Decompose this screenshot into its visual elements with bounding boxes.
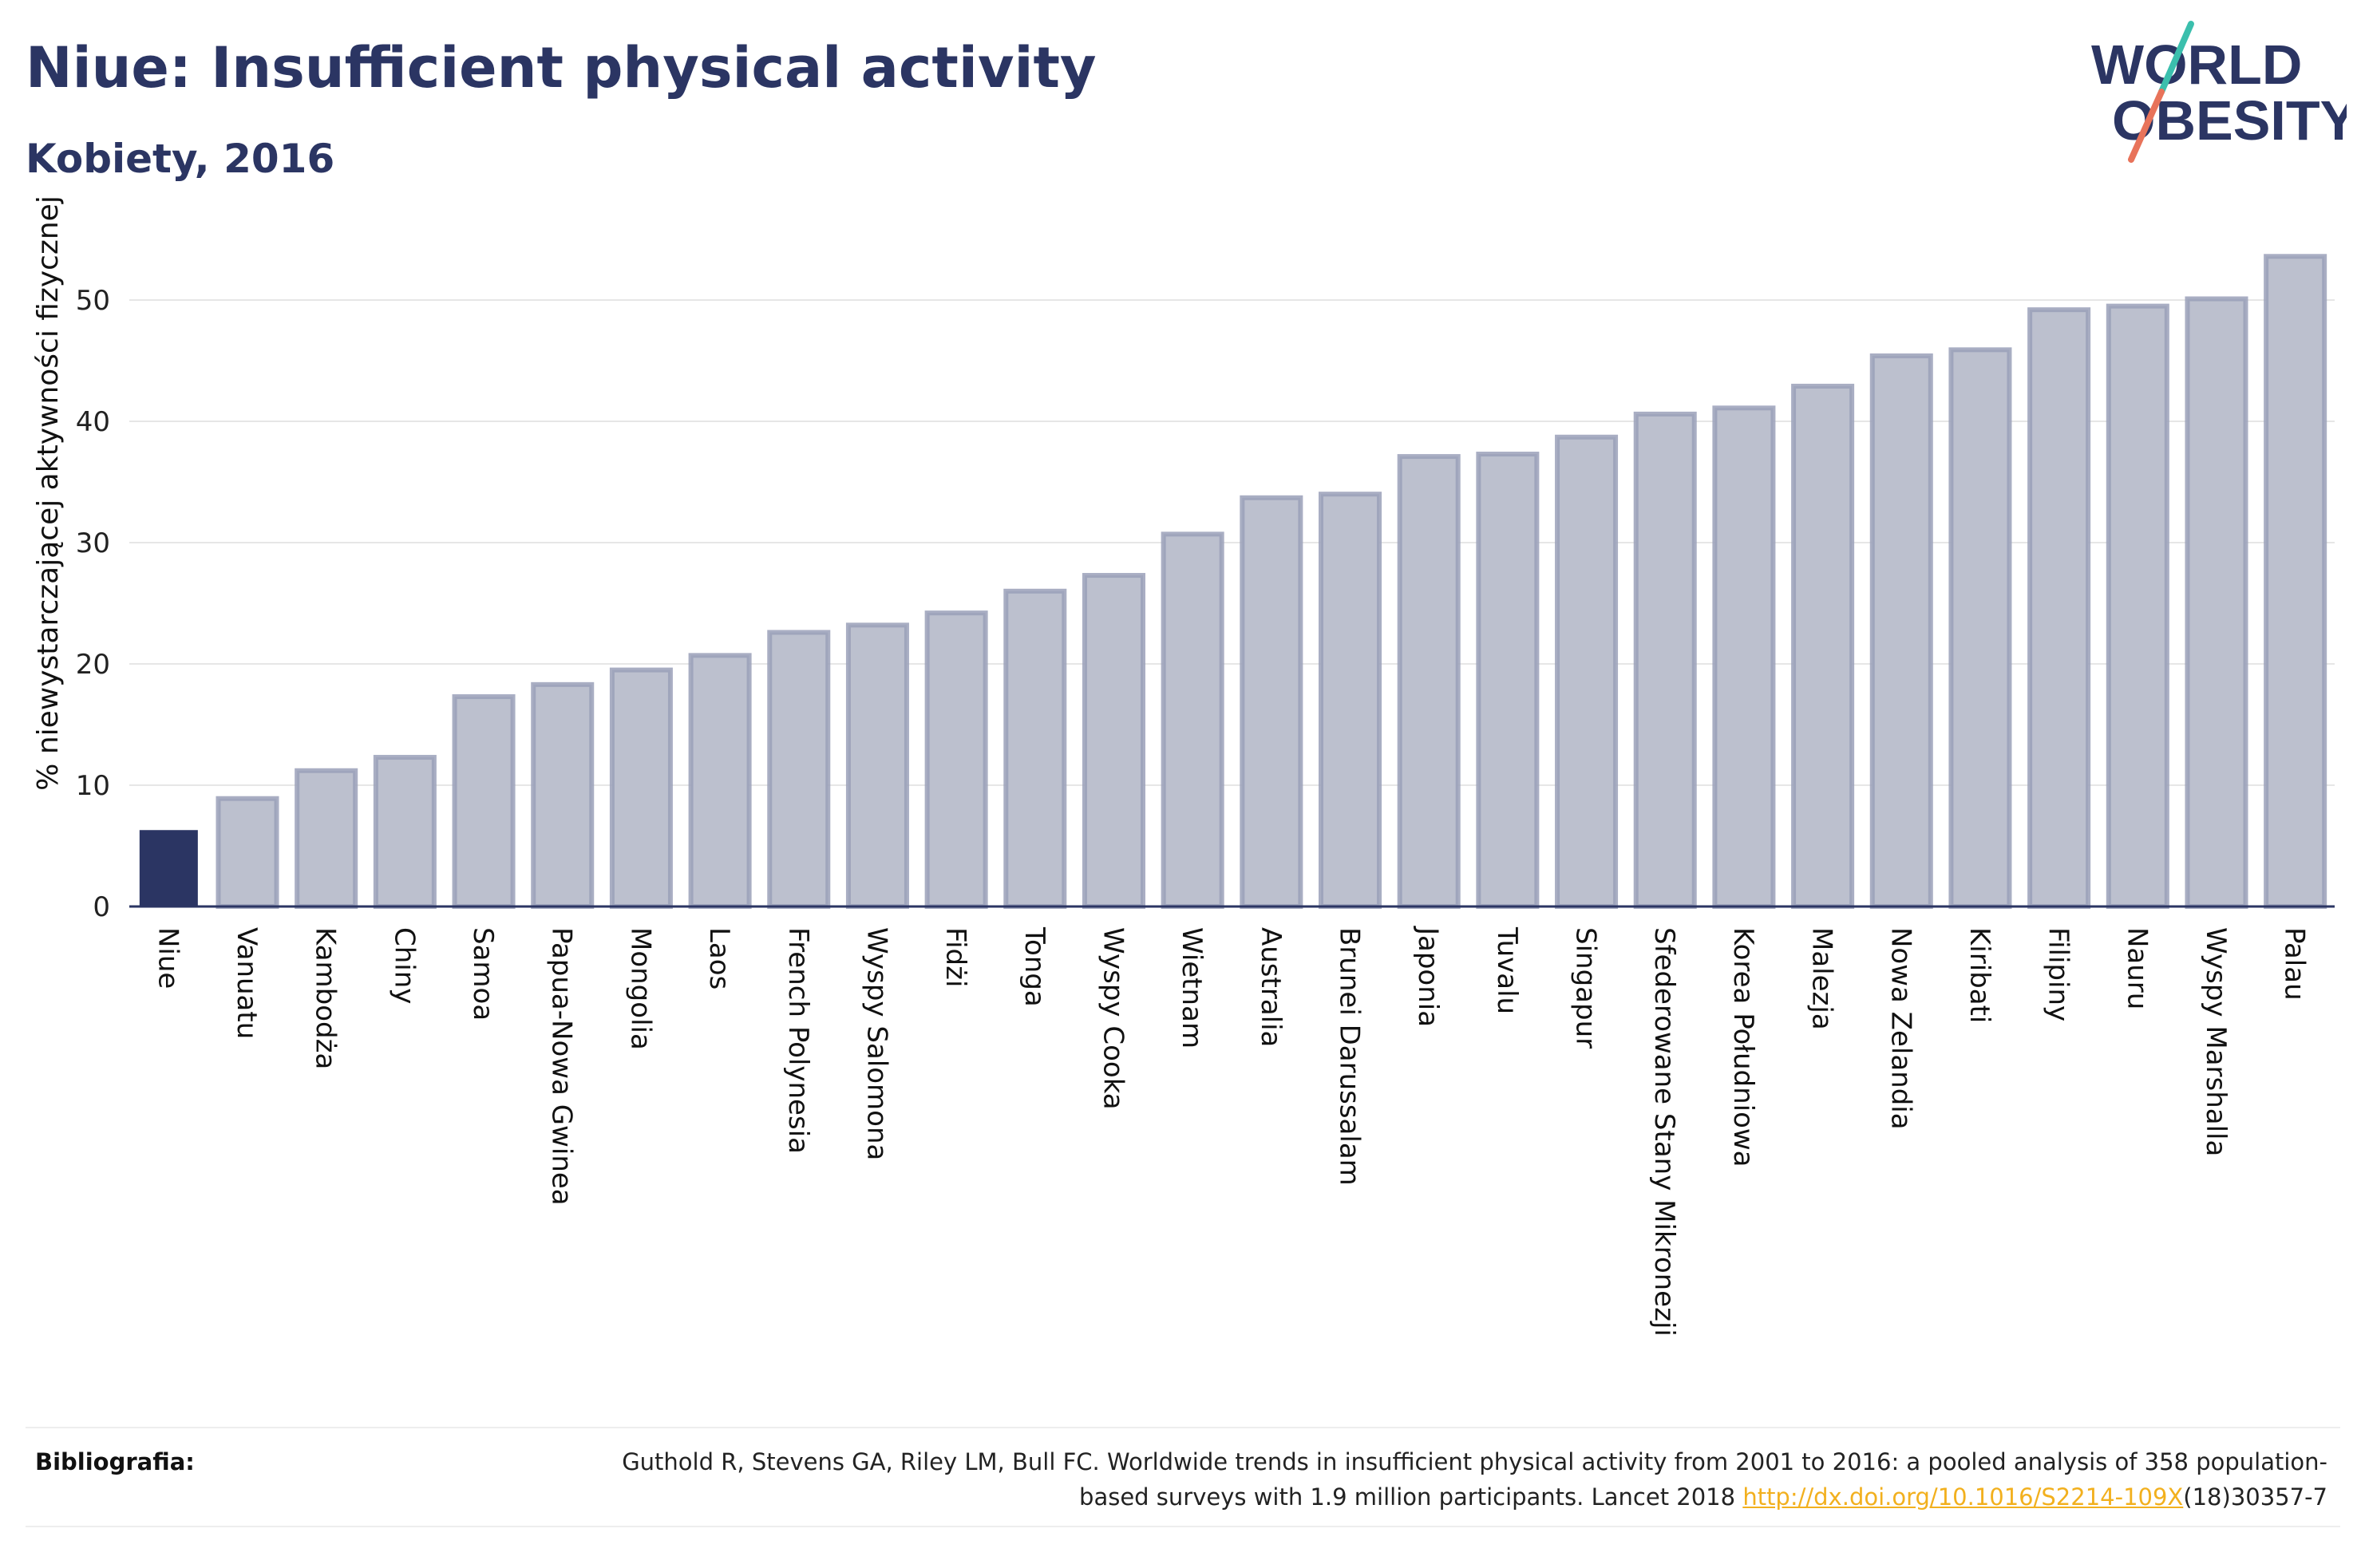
x-category-label: Malezja	[1806, 927, 1838, 1030]
bar	[609, 667, 673, 909]
logo-word-world: WORLD	[2091, 34, 2302, 96]
chart-subtitle: Kobiety, 2016	[26, 136, 335, 182]
x-category-label: Nowa Zelandia	[1884, 927, 1916, 1130]
citation-text: Guthold R, Stevens GA, Riley LM, Bull FC…	[622, 1448, 2327, 1511]
bar	[924, 610, 988, 909]
y-axis-title: % niewystarczającej aktywności fizycznej	[32, 196, 65, 791]
x-category-label: Wyspy Salomona	[860, 927, 892, 1160]
bar	[1555, 434, 1619, 909]
x-category-label: Tonga	[1018, 926, 1050, 1007]
x-category-label: Chiny	[388, 927, 420, 1004]
y-tick-label: 10	[76, 770, 110, 802]
bar	[1161, 531, 1224, 909]
world-obesity-logo: WORLD OBESITY	[2091, 21, 2347, 163]
bar	[1397, 454, 1461, 909]
x-category-label: Wyspy Cooka	[1097, 927, 1129, 1110]
x-category-label: Singapur	[1570, 927, 1602, 1049]
bar	[295, 768, 358, 910]
x-category-label: Brunei Darussalam	[1334, 927, 1366, 1186]
bar-chart: 0 10 20 30 40 50 % niewystarczającej aktywnośc…	[32, 196, 2335, 1337]
bar	[1240, 495, 1303, 909]
x-category-label: Palau	[2279, 927, 2311, 1001]
x-category-label: Wyspy Marshalla	[2200, 927, 2232, 1156]
x-category-label: Australia	[1255, 927, 1287, 1047]
x-category-label: Kiribati	[1964, 927, 1995, 1023]
bar	[373, 755, 437, 909]
x-category-label: Laos	[703, 927, 735, 989]
bar-highlighted	[139, 830, 198, 906]
footer-divider-bottom	[26, 1526, 2340, 1527]
bar	[767, 630, 831, 909]
x-category-label: Nauru	[2121, 927, 2153, 1009]
bar	[2264, 254, 2327, 909]
bar	[1791, 383, 1855, 910]
logo-slash-coral	[2128, 89, 2165, 163]
bar	[2027, 307, 2091, 910]
citation-suffix: (18)30357-7	[2183, 1483, 2327, 1511]
bar	[452, 694, 516, 909]
logo-slash-teal	[2158, 21, 2194, 95]
bar	[845, 622, 909, 909]
y-tick-label: 20	[76, 649, 110, 681]
bibliography-citation: Guthold R, Stevens GA, Riley LM, Bull FC…	[571, 1444, 2327, 1515]
x-category-label: French Polynesia	[782, 927, 814, 1154]
x-category-label: Fidżi	[939, 927, 971, 987]
x-category-label: Kambodża	[310, 927, 342, 1069]
bar	[1712, 405, 1776, 909]
bar	[1633, 411, 1697, 909]
bar	[1003, 588, 1067, 909]
y-tick-label: 40	[76, 406, 110, 438]
bar	[1948, 347, 2012, 909]
bar	[216, 796, 279, 909]
x-category-label: Wietnam	[1176, 927, 1208, 1049]
x-category-label: Filipiny	[2043, 927, 2074, 1021]
bar	[1869, 353, 1933, 910]
x-category-label: Korea Południowa	[1727, 927, 1759, 1167]
x-category-label: Mongolia	[624, 927, 656, 1050]
footer-divider-top	[26, 1427, 2340, 1428]
bibliography-label: Bibliografia:	[35, 1448, 195, 1475]
bar	[2185, 296, 2248, 910]
x-category-label: Samoa	[467, 927, 499, 1021]
bar	[1476, 452, 1540, 909]
x-category-label: Japonia	[1412, 926, 1444, 1027]
y-tick-label: 50	[76, 285, 110, 317]
bar	[531, 681, 595, 910]
bar	[1319, 492, 1382, 909]
x-category-label: Tuvalu	[1491, 926, 1523, 1014]
doi-link[interactable]: http://dx.doi.org/10.1016/S2214-109X	[1742, 1483, 2184, 1511]
x-category-label: Sfederowane Stany Mikronezji	[1648, 927, 1680, 1337]
x-category-label: Papua-Nowa Gwinea	[546, 927, 578, 1206]
y-tick-label: 0	[93, 891, 110, 923]
bar	[1082, 573, 1145, 909]
bar	[2106, 303, 2169, 910]
y-tick-label: 30	[76, 527, 110, 559]
x-category-label: Niue	[152, 927, 184, 989]
bar	[688, 653, 752, 909]
chart-title: Niue: Insufficient physical activity	[26, 35, 1097, 101]
x-category-label: Vanuatu	[231, 927, 263, 1039]
